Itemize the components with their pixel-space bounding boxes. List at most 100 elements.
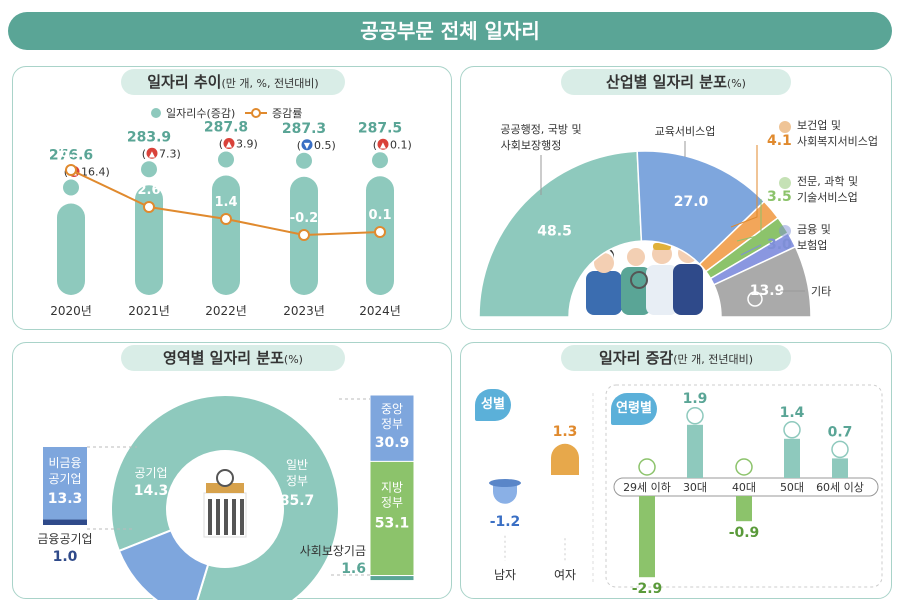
jobs-change-paren: (: [297, 139, 301, 152]
change-panel-title: 일자리 증감(만 개, 전년대비): [561, 345, 791, 371]
industry-category-label: 교육서비스업: [655, 125, 716, 138]
domain-panel: 영역별 일자리 분포(%) 일반 정부 85.7 공기업 14.3 중앙 정부 30.9 지방 정…: [12, 342, 452, 600]
jobs-change-value: 0.5): [314, 139, 336, 152]
rate-point: [143, 201, 155, 213]
jobs-bar-head: [218, 151, 234, 168]
industry-value-label: 27.0: [674, 194, 709, 210]
leader-line: [730, 145, 758, 228]
gender-bar: [551, 443, 579, 475]
age-tick-label: 29세 이하: [623, 480, 671, 494]
enterprise-category-label: 공기업: [48, 472, 81, 486]
age-label: 연령별: [611, 393, 657, 425]
change-title: 일자리 증감: [598, 349, 674, 367]
industry-category-label: 기술서비스업: [797, 191, 858, 204]
rate-value-label: -0.2: [290, 211, 318, 226]
industry-panel: 산업별 일자리 분포(%) 48.5 27.0 13.9 공공행정, 국방 및 사회보장…: [460, 66, 892, 330]
government-category-label: 사회보장기금: [300, 544, 366, 558]
x-tick-label: 2023년: [283, 304, 325, 318]
age-value-label: 1.9: [683, 391, 708, 407]
person-head-icon: [638, 458, 656, 476]
industry-value-label: 3.5: [767, 189, 792, 205]
person-head-icon: [783, 421, 801, 439]
domain-title: 영역별 일자리 분포: [163, 349, 284, 367]
jobs-bar: [212, 175, 240, 295]
industry-slice: [712, 245, 812, 318]
jobs-bar: [57, 203, 85, 295]
person-head-icon: [831, 440, 849, 459]
jobs-bar-head: [141, 161, 157, 178]
legend-jobs-swatch: [151, 108, 161, 118]
industry-category-label: 보건업 및: [797, 119, 841, 132]
gender-bar-cap: [489, 479, 521, 487]
trend-title: 일자리 추이: [147, 73, 222, 91]
jobs-value-label: 283.9: [127, 129, 171, 145]
enterprise-value-label: 1.0: [53, 549, 78, 565]
enterprise-category-label: 비금융: [48, 456, 81, 470]
industry-value-label: 3.0: [767, 237, 792, 253]
legend-rate-swatch: [251, 108, 261, 118]
age-bar: [687, 424, 703, 478]
trend-subtitle: (만 개, %, 전년대비): [221, 77, 319, 90]
age-tick-label: 50대: [780, 481, 804, 494]
jobs-change-value: 7.3): [159, 147, 181, 160]
government-category-label: 중앙: [381, 402, 403, 416]
enterprise-bar-segment: [43, 447, 87, 520]
building-icon: [203, 469, 247, 538]
jobs-bar: [135, 185, 163, 295]
industry-category-label: 공공행정, 국방 및: [500, 123, 581, 136]
domain-value-label: 14.3: [134, 483, 169, 499]
age-bar: [832, 458, 848, 478]
down-arrow-glyph: ▼: [304, 141, 311, 150]
domain-slice: [110, 394, 340, 600]
rate-point: [65, 164, 77, 176]
domain-slice: [117, 529, 210, 600]
rate-value-label: 6.3: [59, 146, 82, 161]
domain-category-label: 정부: [286, 474, 308, 488]
trend-legend: 일자리수(증감) 증감률: [151, 106, 302, 120]
age-tick-label: 60세 이상: [816, 481, 864, 494]
jobs-change-paren: (: [373, 138, 377, 151]
x-tick-label: 남자: [494, 568, 516, 582]
up-arrow-glyph: ▲: [380, 140, 387, 149]
rate-value-label: 2.6: [137, 183, 160, 198]
domain-value-label: 85.7: [280, 493, 315, 509]
jobs-change-value: 16.4): [81, 166, 110, 179]
age-value-label: -2.9: [632, 581, 663, 597]
jobs-value-label: 276.6: [49, 148, 93, 164]
page-title: 공공부문 전체 일자리: [8, 12, 892, 50]
x-tick-label: 여자: [554, 568, 576, 582]
industry-category-label: 기타: [811, 285, 831, 298]
tools-icon: [779, 177, 791, 189]
change-subtitle: (만 개, 전년대비): [673, 353, 754, 366]
trend-panel-title: 일자리 추이(만 개, %, 전년대비): [121, 69, 345, 95]
x-tick-label: 2021년: [128, 304, 170, 318]
age-value-label: -0.9: [729, 525, 760, 541]
rate-value-label: 0.1: [368, 208, 391, 223]
jobs-change-value: 3.9): [236, 138, 258, 151]
up-arrow-icon: [223, 138, 235, 149]
government-category-label: 정부: [381, 495, 403, 509]
industry-category-label: 사회복지서비스업: [797, 135, 878, 148]
age-bar: [736, 496, 752, 522]
up-arrow-glyph: ▲: [149, 149, 156, 158]
gender-value-label: -1.2: [490, 514, 521, 530]
x-tick-label: 2024년: [359, 304, 401, 318]
industry-category-label: 금융 및: [797, 223, 831, 236]
trend-chart: 일자리수(증감) 증감률 276.6(▲16.4)2020년283.9(▲7.3…: [49, 106, 412, 318]
jobs-value-label: 287.5: [358, 120, 402, 136]
age-tick-label: 40대: [732, 481, 756, 494]
jobs-change-paren: (: [142, 147, 146, 160]
domain-category-label: 공기업: [134, 466, 167, 480]
gender-value-label: 1.3: [553, 424, 578, 440]
government-category-label: 정부: [381, 417, 403, 431]
money-icon: [779, 225, 791, 237]
leader-line: [736, 199, 762, 242]
domain-subtitle: (%): [283, 353, 303, 366]
industry-category-label: 전문, 과학 및: [797, 175, 858, 188]
enterprise-bar-segment: [43, 519, 87, 525]
jobs-bar-head: [296, 152, 312, 169]
jobs-change-value: 0.1): [390, 138, 412, 151]
government-value-label: 30.9: [375, 435, 410, 451]
x-tick-label: 2020년: [50, 304, 92, 318]
up-arrow-glyph: ▲: [226, 140, 233, 149]
